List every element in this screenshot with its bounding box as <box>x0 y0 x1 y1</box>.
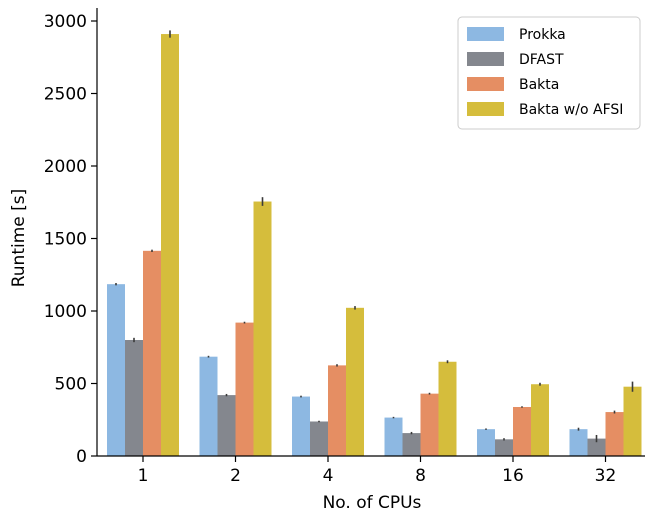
y-tick-label: 3000 <box>44 12 87 32</box>
y-axis-title: Runtime [s] <box>9 189 29 288</box>
bar <box>569 429 588 456</box>
legend-label: Prokka <box>519 27 566 43</box>
bar <box>384 417 403 456</box>
legend-swatch <box>467 77 504 91</box>
legend-swatch <box>467 52 504 66</box>
bar <box>235 322 254 456</box>
bar <box>513 406 531 456</box>
y-tick-label: 0 <box>76 447 87 467</box>
x-tick-label: 4 <box>323 466 334 486</box>
bar <box>477 429 495 456</box>
bar <box>346 307 364 456</box>
legend-label: Bakta <box>519 77 559 93</box>
x-tick-label: 16 <box>502 466 524 486</box>
x-tick-label: 8 <box>415 466 426 486</box>
bar <box>310 421 328 456</box>
errorbars-group <box>115 30 634 443</box>
y-tick-label: 1500 <box>44 230 87 250</box>
x-ticks: 1 2 4 8 16 32 <box>138 456 617 486</box>
bars-group <box>107 34 642 457</box>
x-tick-label: 2 <box>230 466 241 486</box>
bar <box>253 201 272 456</box>
bar <box>217 395 236 456</box>
bar <box>292 396 310 456</box>
bar <box>143 250 161 456</box>
bar <box>420 393 439 456</box>
bar <box>161 34 179 457</box>
bar <box>587 438 606 456</box>
bar <box>199 356 218 456</box>
legend-frame <box>457 16 641 130</box>
bar <box>495 439 513 456</box>
y-tick-label: 500 <box>55 375 87 395</box>
x-tick-label: 32 <box>595 466 617 486</box>
legend-swatch <box>467 102 504 116</box>
bar <box>402 433 421 456</box>
bar <box>531 384 549 456</box>
bar <box>623 386 642 456</box>
legend-swatch <box>467 27 504 41</box>
legend: Prokka DFAST Bakta Bakta w/o AFSI <box>457 16 641 130</box>
bar <box>438 361 457 456</box>
y-tick-label: 2500 <box>44 85 87 105</box>
bar <box>605 412 624 456</box>
legend-label: Bakta w/o AFSI <box>519 102 623 118</box>
y-tick-label: 1000 <box>44 302 87 322</box>
y-tick-label: 2000 <box>44 157 87 177</box>
y-ticks: 0 500 1000 1500 2000 2500 3000 <box>44 12 97 467</box>
bar <box>107 284 125 456</box>
x-axis-title: No. of CPUs <box>323 493 422 513</box>
x-tick-label: 1 <box>138 466 149 486</box>
bar <box>328 365 346 456</box>
legend-label: DFAST <box>519 52 564 68</box>
bar <box>125 340 143 456</box>
